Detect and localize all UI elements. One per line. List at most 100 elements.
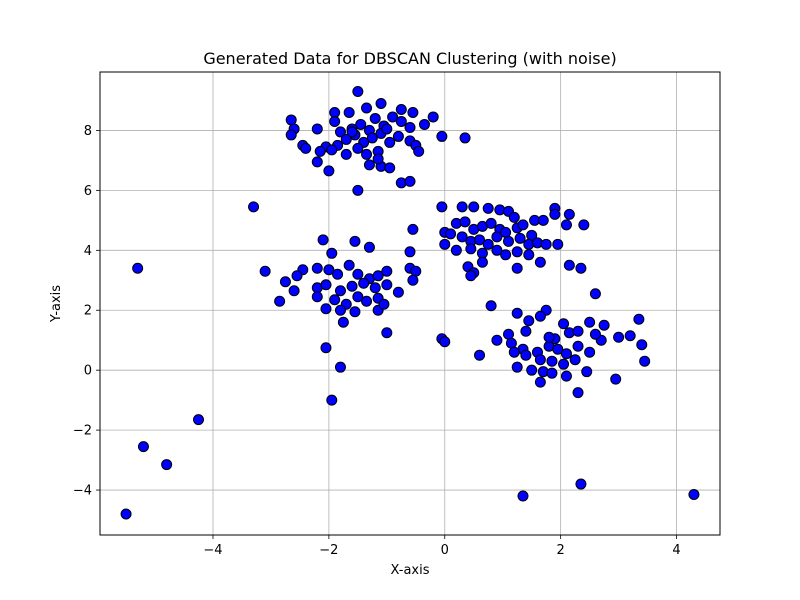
scatter-point — [132, 262, 144, 274]
scatter-point — [572, 387, 584, 399]
axis-ticks: −4 −2 0 2 4 −4 −2 0 2 4 6 8 — [73, 124, 681, 558]
scatter-point — [474, 234, 486, 246]
scatter-point — [369, 282, 381, 294]
scatter-point — [613, 331, 625, 343]
scatter-point — [523, 249, 535, 261]
scatter-point — [474, 349, 486, 361]
scatter-point — [459, 132, 471, 144]
scatter-point — [459, 216, 471, 228]
scatter-point — [384, 162, 396, 174]
x-tick-label: −2 — [319, 543, 338, 558]
scatter-point — [543, 331, 555, 343]
scatter-point — [395, 103, 407, 115]
scatter-point — [584, 346, 596, 358]
scatter-point — [340, 133, 352, 145]
scatter-point — [279, 276, 291, 288]
y-tick-label: −4 — [73, 484, 92, 499]
scatter-point — [578, 219, 590, 231]
scatter-point — [563, 208, 575, 220]
scatter-point — [552, 343, 564, 355]
x-axis-label: X-axis — [391, 563, 430, 578]
scatter-point — [560, 219, 572, 231]
scatter-point — [352, 268, 364, 280]
scatter-point — [407, 223, 419, 235]
scatter-point — [381, 279, 393, 291]
scatter-point — [311, 262, 323, 274]
scatter-point — [439, 238, 451, 250]
scatter-point — [572, 325, 584, 337]
scatter-point — [337, 316, 349, 328]
y-tick-label: −2 — [73, 424, 92, 439]
scatter-point — [137, 441, 149, 453]
scatter-point — [520, 325, 532, 337]
scatter-point — [334, 285, 346, 297]
scatter-point — [352, 184, 364, 196]
scatter-point — [610, 373, 622, 385]
scatter-point — [346, 126, 358, 138]
y-axis-label: Y-axis — [49, 285, 64, 323]
scatter-point — [311, 123, 323, 135]
scatter-point — [404, 121, 416, 133]
scatter-point — [320, 279, 332, 291]
scatter-point — [395, 115, 407, 127]
scatter-point — [259, 265, 271, 277]
scatter-point — [505, 337, 517, 349]
scatter-point — [291, 270, 303, 282]
y-tick-label: 8 — [84, 124, 92, 139]
plot-area-frame — [99, 71, 721, 536]
scatter-point — [465, 243, 477, 255]
scatter-point — [491, 244, 503, 256]
scatter-point — [366, 132, 378, 144]
x-tick-label: 2 — [557, 543, 565, 558]
scatter-point — [569, 354, 581, 366]
scatter-point — [584, 316, 596, 328]
scatter-point — [352, 85, 364, 97]
scatter-point — [372, 153, 384, 165]
scatter-point — [326, 247, 338, 259]
scatter-point — [161, 459, 173, 471]
scatter-point — [404, 246, 416, 258]
scatter-point — [355, 118, 367, 130]
scatter-point — [343, 259, 355, 271]
scatter-point — [378, 298, 390, 310]
scatter-point — [349, 235, 361, 247]
scatter-point — [361, 148, 373, 160]
scatter-point — [363, 159, 375, 171]
scatter-point — [546, 355, 558, 367]
scatter-point — [598, 319, 610, 331]
scatter-point — [508, 211, 520, 223]
scatter-point — [540, 238, 552, 250]
scatter-point — [285, 114, 297, 126]
scatter-point — [413, 145, 425, 157]
scatter-point — [340, 148, 352, 160]
y-tick-label: 2 — [84, 304, 92, 319]
y-tick-label: 6 — [84, 184, 92, 199]
chart-title: Generated Data for DBSCAN Clustering (wi… — [203, 49, 616, 68]
scatter-point — [633, 313, 645, 325]
scatter-point — [624, 330, 636, 342]
scatter-point — [546, 367, 558, 379]
scatter-point — [456, 201, 468, 213]
scatter-point — [349, 306, 361, 318]
scatter-point — [450, 244, 462, 256]
scatter-point — [381, 327, 393, 339]
scatter-point — [314, 145, 326, 157]
scatter-point — [511, 246, 523, 258]
scatter-point — [526, 364, 538, 376]
scatter-point — [381, 123, 393, 135]
scatter-point — [439, 336, 451, 348]
scatter-point — [334, 361, 346, 373]
scatter-point — [352, 291, 364, 303]
scatter-point — [407, 106, 419, 118]
scatter-point — [418, 118, 430, 130]
scatter-point — [688, 489, 700, 501]
scatter-point — [534, 354, 546, 366]
scatter-point — [549, 208, 561, 220]
scatter-point — [248, 201, 260, 213]
y-tick-label: 0 — [84, 364, 92, 379]
scatter-point — [558, 358, 570, 370]
scatter-point — [311, 156, 323, 168]
scatter-point — [361, 102, 373, 114]
scatter-point — [346, 280, 358, 292]
scatter-point — [456, 231, 468, 243]
